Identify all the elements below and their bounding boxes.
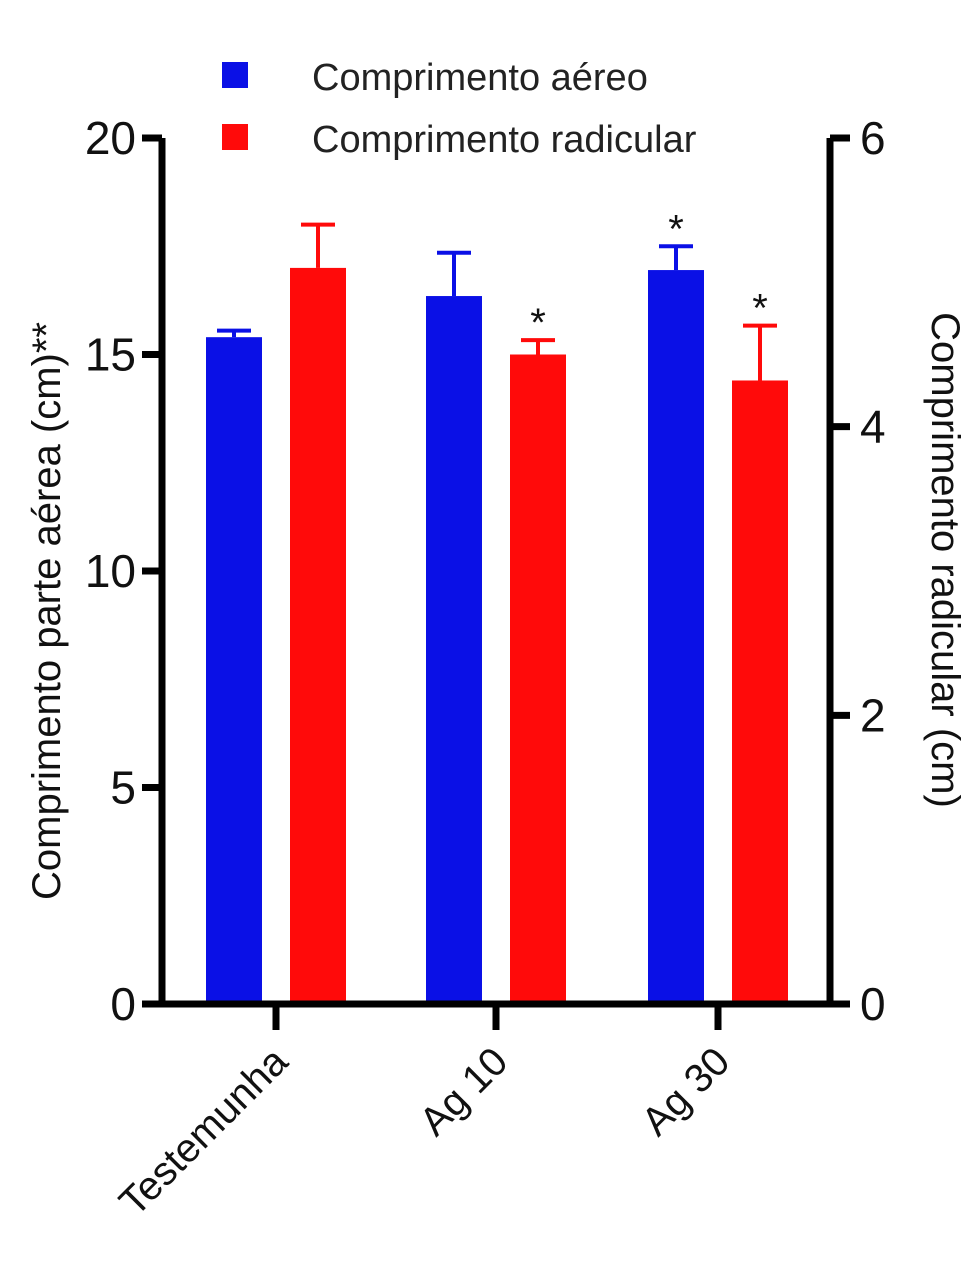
x-tick-label: Ag 10 <box>411 1039 516 1144</box>
y-tick-label-right: 0 <box>860 978 886 1030</box>
legend: Comprimento aéreo Comprimento radicular <box>222 57 697 161</box>
y-axis-title-left: Comprimento parte aérea (cm)** <box>25 322 69 900</box>
y-tick-label-right: 2 <box>860 689 886 741</box>
bar-ag-30-radicular <box>732 380 788 1005</box>
axes: 0 5 10 15 20 0 2 4 6 <box>85 112 886 1030</box>
error-bars <box>217 222 777 381</box>
bar-testemunha-radicular <box>290 267 346 1004</box>
significance-markers: * * * <box>530 207 768 345</box>
significance-star: * <box>530 301 546 345</box>
legend-label-aereo: Comprimento aéreo <box>312 57 648 99</box>
y-tick-label-right: 6 <box>860 112 886 164</box>
x-tick-label: Testemunha <box>111 1039 297 1225</box>
bar-ag-10-aereo <box>426 296 482 1004</box>
legend-label-radicular: Comprimento radicular <box>312 119 697 161</box>
y-tick-label-left: 20 <box>85 112 136 164</box>
significance-star: * <box>668 207 684 251</box>
legend-swatch-aereo <box>222 62 248 88</box>
y-tick-label-right: 4 <box>860 401 886 453</box>
legend-swatch-radicular <box>222 124 248 150</box>
bar-testemunha-aereo <box>206 337 262 1004</box>
bar-ag-30-aereo <box>648 270 704 1004</box>
y-tick-label-left: 10 <box>85 545 136 597</box>
significance-star: * <box>752 287 768 331</box>
y-tick-label-left: 5 <box>110 762 136 814</box>
y-tick-label-left: 0 <box>110 978 136 1030</box>
y-axis-title-right: Comprimento radicular (cm) <box>923 312 967 808</box>
bars <box>206 267 788 1005</box>
bar-ag-10-radicular <box>510 354 566 1004</box>
x-tick-label: Ag 30 <box>633 1039 738 1144</box>
y-tick-label-left: 15 <box>85 329 136 381</box>
axis-labels: Testemunha Ag 10 Ag 30 Comprimento parte aé… <box>25 312 967 1224</box>
